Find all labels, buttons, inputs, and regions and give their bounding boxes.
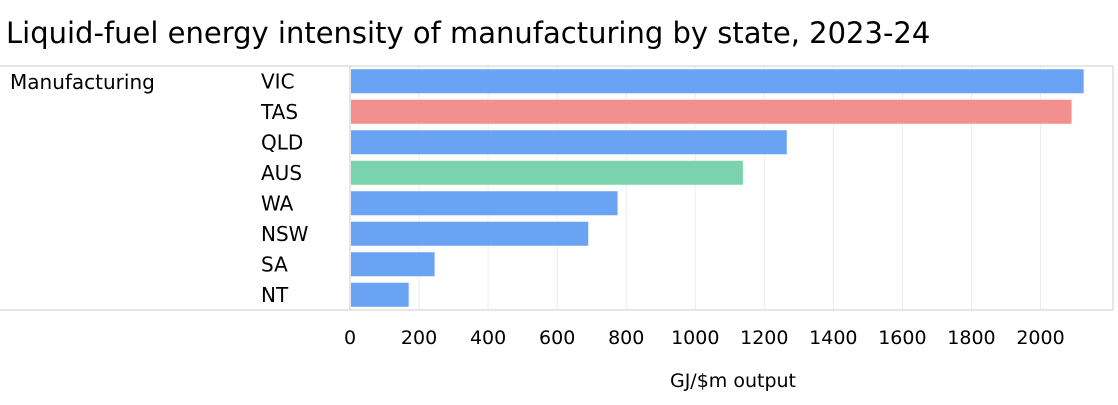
x-tick-label: 800 [608,327,644,349]
x-tick-label: 2000 [1016,327,1064,349]
chart-title: Liquid-fuel energy intensity of manufact… [6,16,930,50]
category-label-nsw: NSW [261,222,309,246]
category-labels: VIC TAS QLD AUS WA NSW SA NT [260,69,309,307]
bar-tas [351,99,1072,124]
x-tick-label: 0 [344,327,356,349]
category-label-vic: VIC [261,69,295,93]
bar-aus [351,160,743,185]
bar-vic [351,69,1084,94]
bar-qld [351,130,787,155]
category-label-aus: AUS [261,161,302,185]
category-label-wa: WA [261,191,294,215]
category-label-sa: SA [261,252,288,276]
bar-nt [351,282,409,307]
category-label-tas: TAS [260,100,298,124]
x-tick-label: 400 [470,327,506,349]
x-tick-label: 600 [539,327,575,349]
bars [351,69,1084,307]
bar-nsw [351,221,589,246]
category-label-qld: QLD [261,130,303,154]
x-tick-label: 1400 [809,327,857,349]
bar-sa [351,252,435,277]
x-tick-label: 1000 [671,327,719,349]
x-tick-label: 1800 [947,327,995,349]
x-tick-label: 1200 [740,327,788,349]
bar-wa [351,191,618,216]
group-label: Manufacturing [10,70,155,94]
x-tick-labels: 0 200 400 600 800 1000 1200 1400 1600 1800 2000 [344,327,1065,349]
category-label-nt: NT [261,283,289,307]
x-tick-label: 1600 [878,327,926,349]
plot-frame [0,65,1114,311]
x-axis-title: GJ/$m output [670,370,796,392]
x-tick-label: 200 [401,327,437,349]
